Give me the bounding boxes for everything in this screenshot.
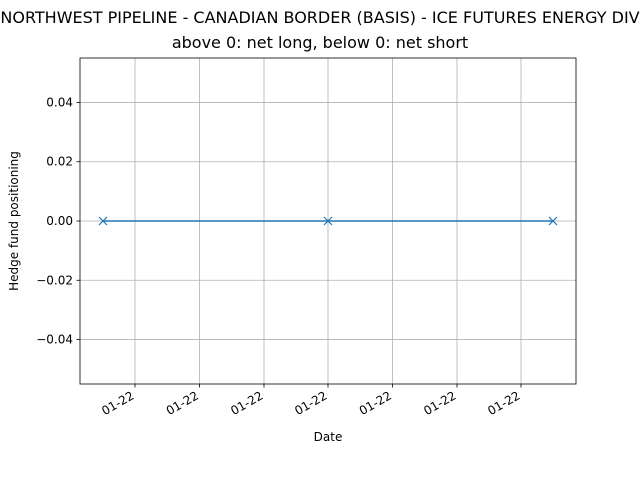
y-axis-label: Hedge fund positioning	[7, 151, 21, 291]
data-point-marker	[548, 216, 558, 226]
x-tick-label: 01-22	[228, 388, 265, 418]
y-tick-label: 0.00	[46, 214, 73, 228]
chart-subtitle: above 0: net long, below 0: net short	[171, 33, 469, 52]
x-axis-label: Date	[314, 430, 343, 444]
y-tick-label: −0.04	[36, 333, 73, 347]
data-point-marker	[323, 216, 333, 226]
x-tick-label: 01-22	[164, 388, 201, 418]
y-tick-label: −0.02	[36, 273, 73, 287]
x-tick-label: 01-22	[292, 388, 329, 418]
x-tick-label: 01-22	[421, 388, 458, 418]
x-tick-label: 01-22	[99, 388, 136, 418]
y-tick-label: 0.04	[46, 95, 73, 109]
data-point-marker	[98, 216, 108, 226]
x-tick-label: 01-22	[357, 388, 394, 418]
x-tick-label: 01-22	[485, 388, 522, 418]
chart-title: NORTHWEST PIPELINE - CANADIAN BORDER (BA…	[0, 8, 640, 27]
y-tick-label: 0.02	[46, 155, 73, 169]
